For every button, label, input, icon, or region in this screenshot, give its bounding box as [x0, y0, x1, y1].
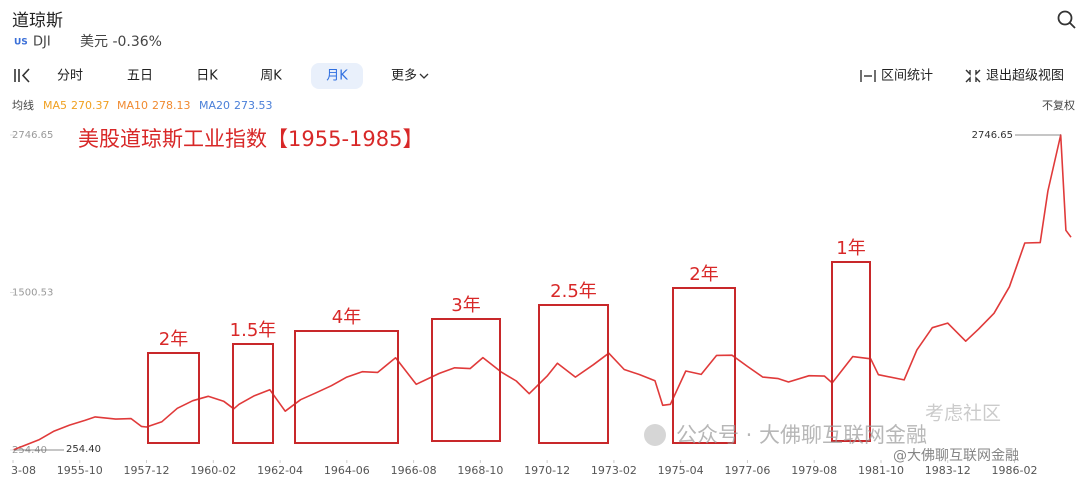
active-tab-bg — [311, 63, 363, 89]
x-tick-label: 1977-06 — [724, 464, 770, 477]
ma-value: 270.37 — [71, 99, 110, 112]
stock-code: DJI — [33, 35, 51, 50]
ma-value: 278.13 — [152, 99, 191, 112]
period-box — [294, 330, 399, 444]
x-tick-label: 1957-12 — [124, 464, 170, 477]
tab[interactable]: 日K — [196, 69, 218, 84]
max-label: 2746.65 — [972, 130, 1013, 141]
x-tick-label: 1968-10 — [457, 464, 503, 477]
y-tick-label: 1500.53 — [12, 287, 53, 298]
tab[interactable]: 分时 — [57, 69, 83, 84]
period-box — [431, 318, 501, 442]
watermark: 考虑社区 — [925, 403, 1001, 425]
tool-button[interactable]: 区间统计 — [881, 69, 933, 84]
period-box — [232, 343, 274, 444]
ma-name: MA20 — [199, 99, 230, 112]
period-label: 2年 — [689, 264, 718, 285]
quote: 美元 -0.36% — [80, 34, 162, 50]
wechat-icon — [644, 424, 666, 446]
x-tick-label: 1981-10 — [858, 464, 904, 477]
watermark: 公众号 · 大佛聊互联网金融 — [676, 423, 927, 447]
x-tick-label: 1960-02 — [190, 464, 236, 477]
x-tick-label: 1973-02 — [591, 464, 637, 477]
period-label: 1.5年 — [230, 320, 277, 341]
ma-label: 均线 — [12, 98, 34, 112]
x-tick-label: 1955-10 — [57, 464, 103, 477]
period-box — [672, 287, 736, 444]
x-tick-label: 1979-08 — [791, 464, 837, 477]
period-label: 2.5年 — [550, 281, 597, 302]
y-tick-label: 2746.65 — [12, 130, 53, 141]
x-tick-label: 1986-02 — [992, 464, 1038, 477]
watermark: @大佛聊互联网金融 — [893, 448, 1019, 464]
ma-item: MA10 278.13 — [117, 99, 191, 112]
tab[interactable]: 更多 — [391, 68, 417, 84]
period-label: 1年 — [836, 238, 865, 259]
x-tick-label: 1962-04 — [257, 464, 303, 477]
x-tick-label: 1970-12 — [524, 464, 570, 477]
period-box — [831, 261, 871, 442]
x-tick-label: 1966-08 — [391, 464, 437, 477]
interval-icon — [860, 70, 876, 82]
tab[interactable]: 月K — [326, 69, 348, 84]
collapse-icon[interactable] — [14, 68, 30, 83]
x-tick-label: 1964-06 — [324, 464, 370, 477]
adjust-mode[interactable]: 不复权 — [1042, 98, 1075, 112]
exit-icon — [965, 69, 981, 83]
period-label: 3年 — [451, 295, 480, 316]
ma-item: MA20 273.53 — [199, 99, 273, 112]
tool-button[interactable]: 退出超级视图 — [986, 69, 1064, 84]
price-line — [12, 134, 1072, 451]
tab[interactable]: 五日 — [127, 69, 153, 84]
plot: 254.40 1500.53 2746.65 1953-08 1955-10 1957-1… — [0, 130, 1072, 477]
ma-name: MA10 — [117, 99, 148, 112]
ma-name: MA5 — [43, 99, 67, 112]
dropdown-caret — [419, 73, 429, 79]
y-tick-label: 254.40 — [12, 445, 47, 456]
x-tick-label: 1953-08 — [0, 464, 36, 477]
period-box — [538, 304, 609, 444]
ma-value: 273.53 — [234, 99, 273, 112]
period-label: 4年 — [332, 307, 361, 328]
x-tick-label: 1983-12 — [925, 464, 971, 477]
period-label: 2年 — [159, 329, 188, 350]
stock-title: 道琼斯 — [12, 11, 63, 31]
min-label: 254.40 — [66, 444, 101, 455]
ma-item: MA5 270.37 — [43, 99, 110, 112]
tab[interactable]: 周K — [260, 69, 282, 84]
search-icon[interactable] — [1057, 10, 1076, 29]
x-tick-label: 1975-04 — [658, 464, 704, 477]
market-badge: US — [14, 38, 28, 48]
period-box — [147, 352, 200, 444]
chart-title: 美股道琼斯工业指数【1955-1985】 — [78, 127, 423, 151]
